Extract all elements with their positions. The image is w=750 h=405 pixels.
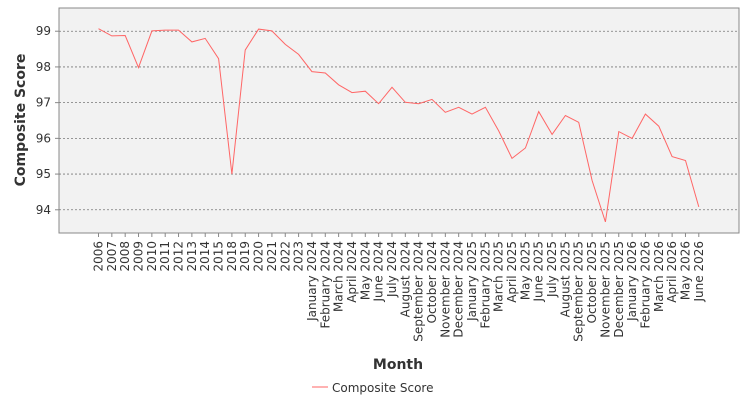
x-tick-label: December 2024 xyxy=(452,241,466,338)
plot-background xyxy=(58,7,740,234)
x-tick-label: 2022 xyxy=(278,241,292,272)
x-tick-label: May 2025 xyxy=(518,241,532,300)
x-tick-label: 2014 xyxy=(198,241,212,272)
x-axis-title: Month xyxy=(373,357,423,373)
y-tick-label: 96 xyxy=(36,131,51,145)
x-tick-label: 2009 xyxy=(132,241,146,272)
y-tick-label: 94 xyxy=(36,203,51,217)
x-tick-label: October 2025 xyxy=(585,241,599,323)
x-tick-label: 2013 xyxy=(185,241,199,272)
x-tick-label: August 2025 xyxy=(558,241,572,317)
x-tick-label: 2011 xyxy=(158,241,172,272)
x-axis-ticks: 2006 2007 2008 2009 2010 2011 2012 2013 2014 2015… xyxy=(92,233,706,342)
x-tick-label: 2023 xyxy=(292,241,306,272)
x-tick-label: January 2024 xyxy=(305,241,319,322)
x-tick-label: August 2024 xyxy=(398,241,412,317)
x-tick-label: 2021 xyxy=(265,241,279,272)
y-axis-ticks: 94 95 96 97 98 99 xyxy=(36,24,59,217)
x-tick-label: 2018 xyxy=(225,241,239,272)
legend: Composite Score xyxy=(312,381,433,395)
x-tick-label: November 2024 xyxy=(438,241,452,338)
x-tick-label: March 2024 xyxy=(332,241,346,312)
x-tick-label: May 2024 xyxy=(358,241,372,300)
x-tick-label: July 2024 xyxy=(385,241,399,298)
x-tick-label: November 2025 xyxy=(598,241,612,338)
x-tick-label: September 2025 xyxy=(572,241,586,342)
x-tick-label: 2019 xyxy=(238,241,252,272)
x-tick-label: 2012 xyxy=(172,241,186,272)
x-tick-label: June 2024 xyxy=(372,241,386,303)
x-tick-label: 2015 xyxy=(212,241,226,272)
x-tick-label: February 2024 xyxy=(318,241,332,329)
x-tick-label: July 2025 xyxy=(545,241,559,298)
x-tick-label: 2010 xyxy=(145,241,159,272)
x-tick-label: March 2025 xyxy=(492,241,506,312)
x-tick-label: June 2026 xyxy=(692,241,706,303)
grid-lines xyxy=(59,30,739,211)
y-tick-label: 99 xyxy=(36,24,51,38)
series-line-composite-score xyxy=(98,28,700,223)
x-tick-label: December 2025 xyxy=(612,241,626,338)
legend-label: Composite Score xyxy=(332,381,433,395)
x-tick-label: January 2025 xyxy=(465,241,479,322)
series-layer xyxy=(98,28,700,223)
x-tick-label: March 2026 xyxy=(652,241,666,312)
y-tick-label: 98 xyxy=(36,60,51,74)
x-tick-label: February 2025 xyxy=(478,241,492,329)
y-tick-label: 97 xyxy=(36,96,51,110)
y-tick-label: 95 xyxy=(36,167,51,181)
x-tick-label: May 2026 xyxy=(678,241,692,300)
x-tick-label: 2020 xyxy=(252,241,266,272)
x-tick-label: 2006 xyxy=(92,241,106,272)
y-axis-title: Composite Score xyxy=(13,54,29,187)
x-tick-label: April 2025 xyxy=(505,241,519,303)
x-tick-label: September 2024 xyxy=(412,241,426,342)
x-tick-label: February 2026 xyxy=(638,241,652,329)
x-tick-label: June 2025 xyxy=(532,241,546,303)
x-tick-label: October 2024 xyxy=(425,241,439,323)
x-tick-label: 2008 xyxy=(118,241,132,272)
x-tick-label: April 2026 xyxy=(665,241,679,303)
x-tick-label: April 2024 xyxy=(345,241,359,303)
x-tick-label: 2007 xyxy=(105,241,119,272)
x-tick-label: January 2026 xyxy=(625,241,639,322)
